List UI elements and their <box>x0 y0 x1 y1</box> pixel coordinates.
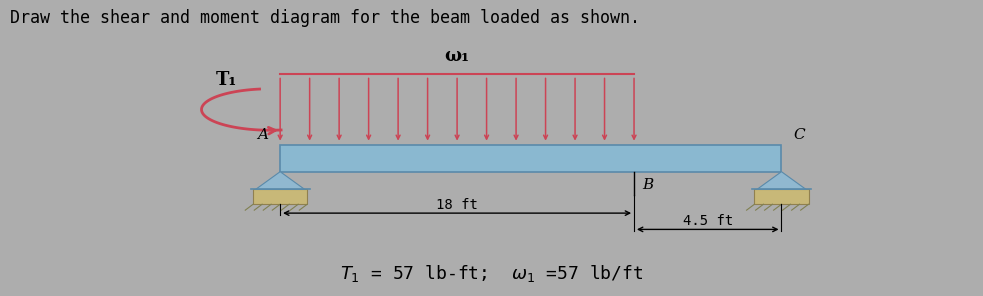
Bar <box>755 189 809 204</box>
Text: ω₁: ω₁ <box>444 47 470 65</box>
Bar <box>253 189 307 204</box>
Text: $T_1$ = 57 lb-ft;  $\omega_1$ =57 lb/ft: $T_1$ = 57 lb-ft; $\omega_1$ =57 lb/ft <box>340 263 643 284</box>
Text: B: B <box>642 178 653 192</box>
Text: 18 ft: 18 ft <box>436 198 478 212</box>
Polygon shape <box>256 172 305 189</box>
Bar <box>280 145 781 172</box>
Text: A: A <box>258 128 268 142</box>
Text: 4.5 ft: 4.5 ft <box>682 214 733 228</box>
Polygon shape <box>757 172 806 189</box>
Text: C: C <box>793 128 805 142</box>
Text: Draw the shear and moment diagram for the beam loaded as shown.: Draw the shear and moment diagram for th… <box>10 9 640 27</box>
Text: T₁: T₁ <box>215 71 237 89</box>
